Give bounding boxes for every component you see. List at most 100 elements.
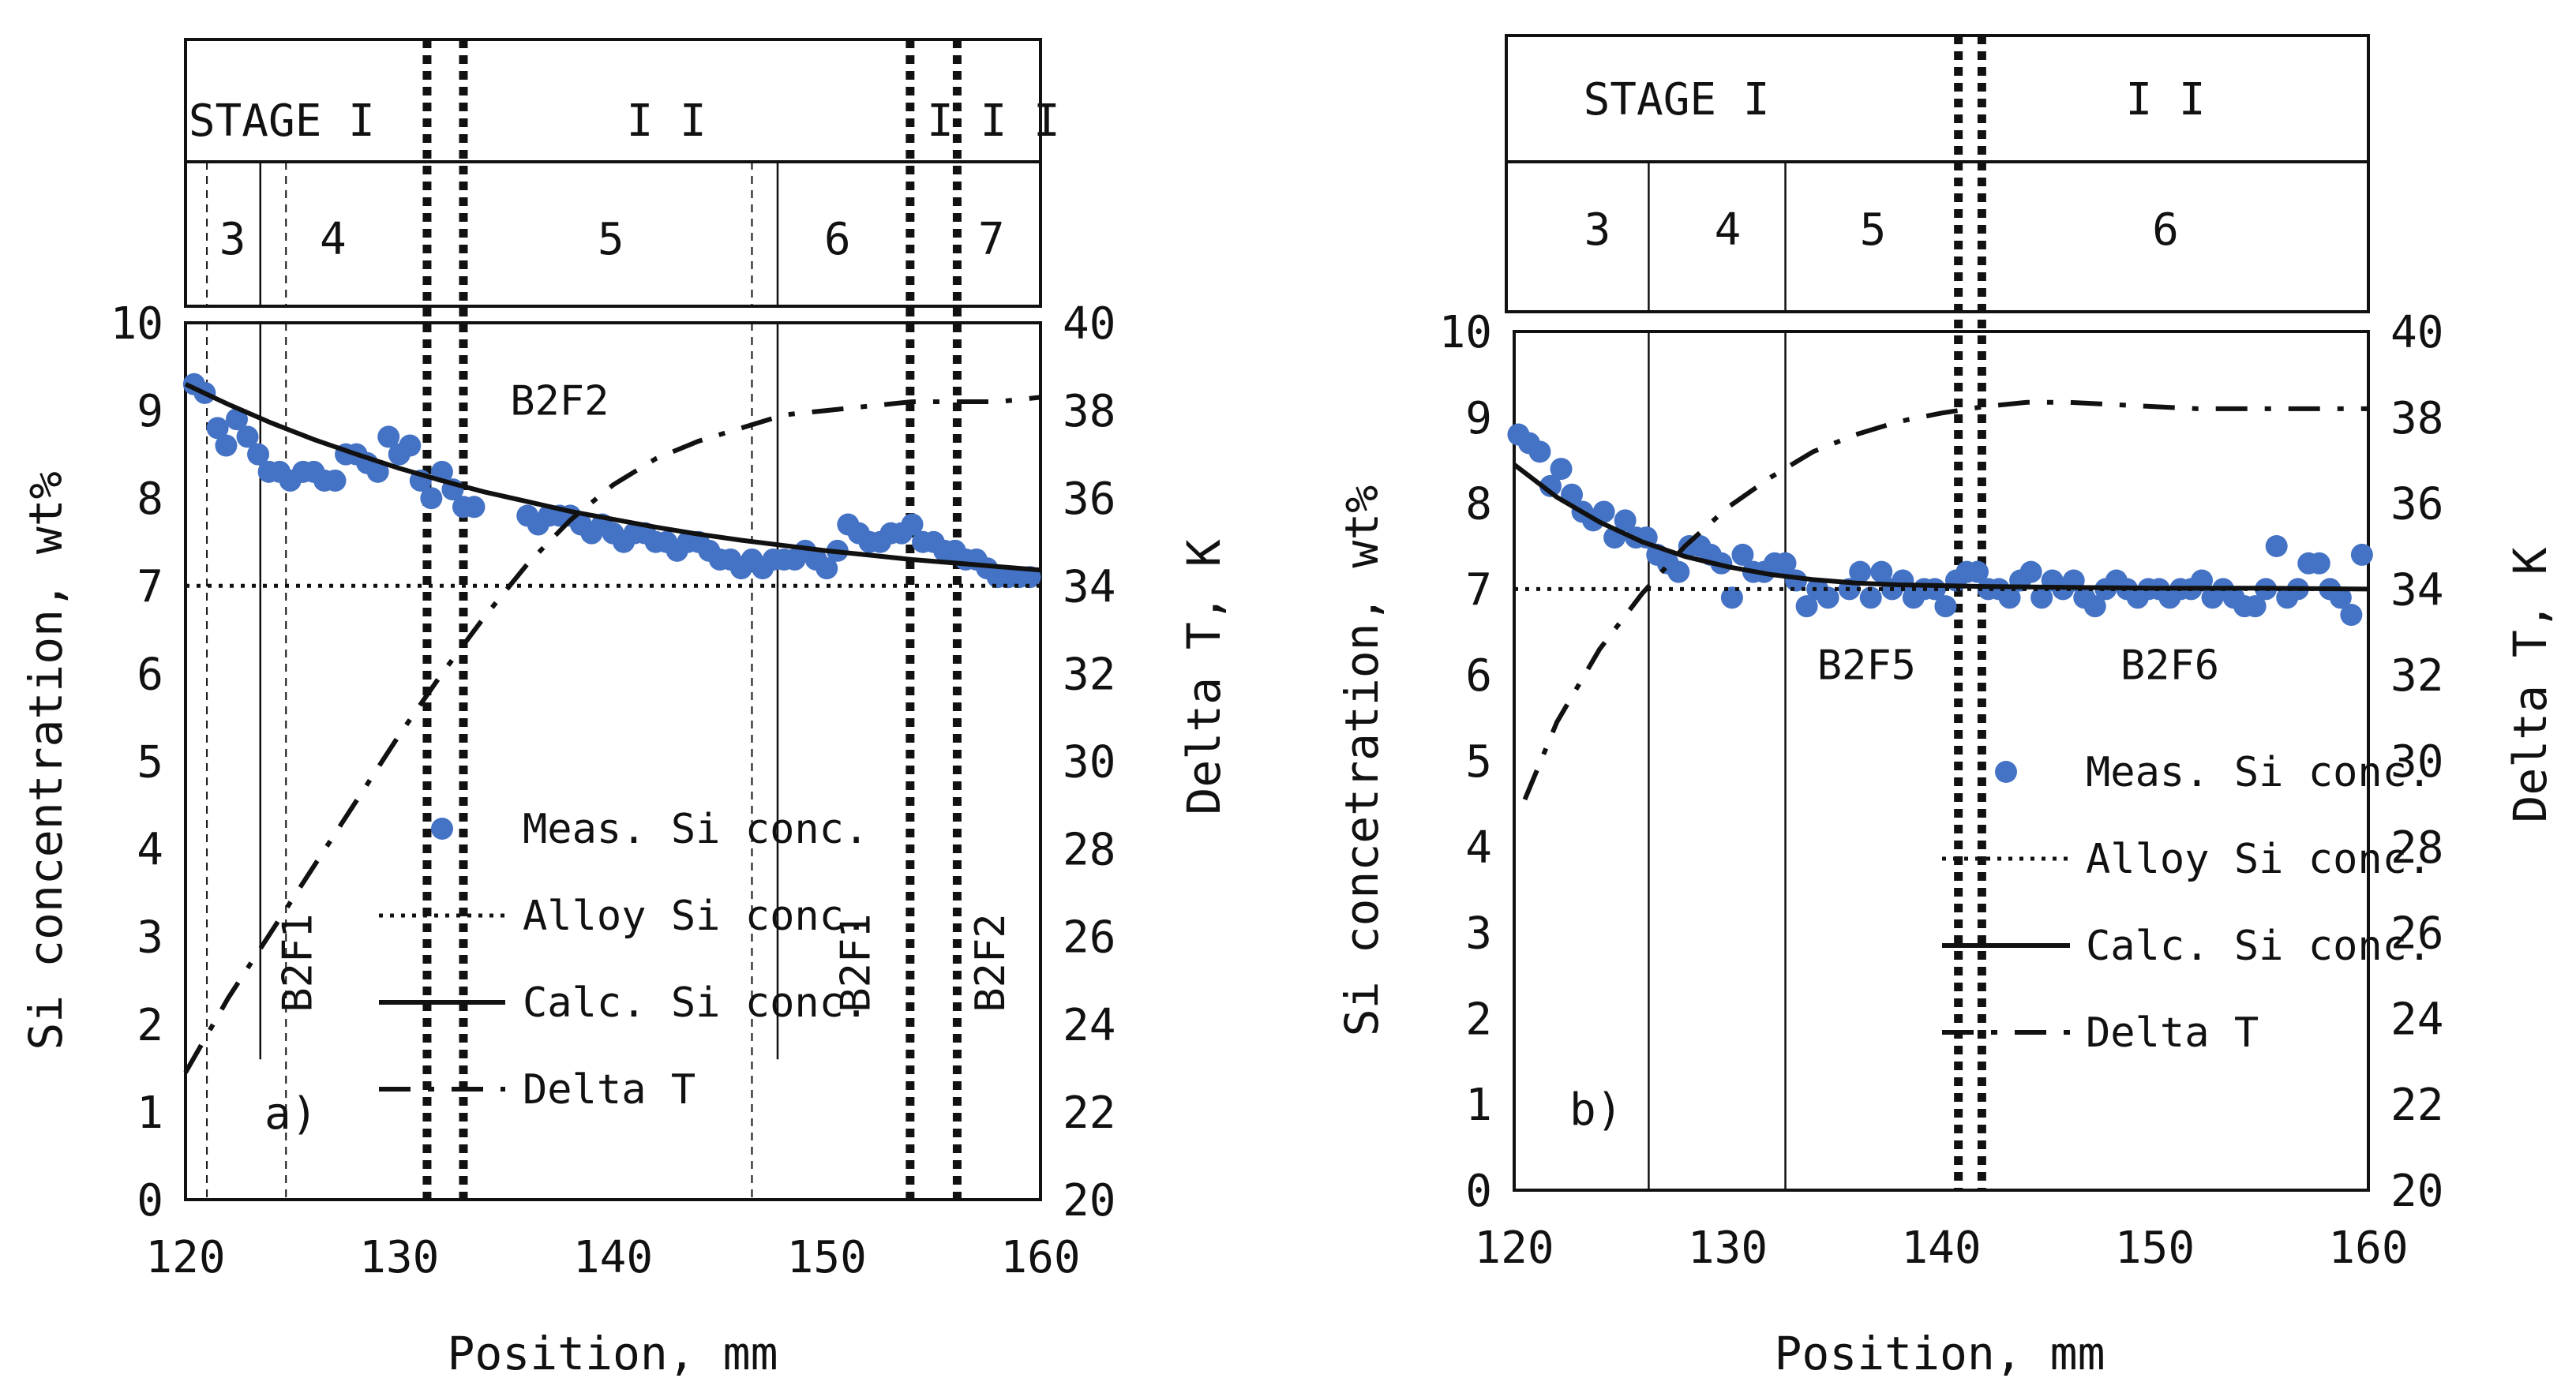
legend-label: Delta T bbox=[2086, 1009, 2259, 1057]
data-point-meas-si bbox=[1934, 595, 1957, 618]
data-point-meas-si bbox=[1720, 586, 1743, 609]
y2-tick-label: 38 bbox=[1063, 386, 1116, 437]
y-tick-label: 1 bbox=[1465, 1080, 1492, 1131]
stage-header-box bbox=[1505, 34, 2370, 313]
data-point-meas-si bbox=[225, 408, 248, 431]
region-label: B2F1 bbox=[832, 913, 879, 1012]
data-point-meas-si bbox=[377, 425, 400, 448]
y-tick-label: 0 bbox=[1465, 1166, 1492, 1217]
zone-label: 6 bbox=[824, 214, 851, 265]
y-tick-label: 5 bbox=[1465, 736, 1492, 788]
x-tick-label: 150 bbox=[787, 1232, 867, 1283]
legend-label: Meas. Si conc. bbox=[523, 806, 868, 853]
data-point-meas-si bbox=[2019, 560, 2042, 583]
y-tick-label: 8 bbox=[1465, 479, 1492, 530]
stage-label: I I I bbox=[927, 95, 1060, 147]
zone-label: 4 bbox=[320, 214, 347, 265]
stage-label: I I bbox=[2125, 74, 2205, 125]
legend-label: Meas. Si conc. bbox=[2086, 749, 2432, 796]
legend-label: Alloy Si conc. bbox=[523, 893, 868, 940]
y-tick-label: 6 bbox=[1465, 650, 1492, 702]
y2-tick-label: 30 bbox=[1063, 737, 1116, 788]
legend: Meas. Si conc. Alloy Si conc. Calc. Si con… bbox=[379, 806, 868, 1114]
y2-tick-label: 32 bbox=[1063, 649, 1116, 700]
y-tick-label: 10 bbox=[1439, 307, 1492, 358]
data-point-meas-si bbox=[236, 425, 259, 448]
y2-tick-label: 36 bbox=[2390, 479, 2443, 530]
data-point-meas-si bbox=[1859, 586, 1882, 609]
data-point-meas-si bbox=[463, 496, 486, 519]
data-point-meas-si bbox=[366, 460, 389, 483]
y2-tick-label: 40 bbox=[2390, 307, 2443, 358]
legend: Meas. Si conc. Alloy Si conc. Calc. Si con… bbox=[1942, 749, 2432, 1057]
data-point-meas-si bbox=[1592, 500, 1615, 523]
data-point-meas-si bbox=[420, 487, 443, 510]
delta-t-line bbox=[183, 395, 1041, 1074]
y-tick-label: 3 bbox=[1465, 908, 1492, 960]
y2-tick-label: 26 bbox=[2390, 908, 2443, 960]
region-label: B2F5 bbox=[1817, 642, 1916, 690]
plot-area-frame bbox=[184, 321, 1042, 1201]
legend-label: Calc. Si conc. bbox=[2086, 923, 2432, 970]
delta-t-line bbox=[1522, 399, 2368, 801]
y2-tick-label: 36 bbox=[1063, 474, 1116, 525]
data-point-meas-si bbox=[901, 513, 924, 536]
region-label: B2F2 bbox=[967, 913, 1014, 1012]
legend-label: Alloy Si conc. bbox=[2086, 836, 2432, 883]
data-point-meas-si bbox=[2308, 552, 2330, 575]
data-point-meas-si bbox=[1849, 560, 1872, 583]
data-point-meas-si bbox=[206, 417, 229, 440]
y-tick-label: 9 bbox=[1465, 393, 1492, 444]
x-tick-label: 160 bbox=[2328, 1223, 2408, 1274]
y2-tick-label: 20 bbox=[1063, 1175, 1116, 1226]
region-label: B2F6 bbox=[2120, 642, 2219, 690]
data-point-meas-si bbox=[2329, 586, 2352, 609]
data-point-meas-si bbox=[215, 434, 238, 457]
region-label: B2F2 bbox=[510, 378, 609, 425]
data-point-meas-si bbox=[1870, 560, 1893, 583]
data-point-meas-si bbox=[2083, 595, 2106, 618]
y2-tick-label: 34 bbox=[2390, 564, 2443, 616]
y-tick-label: 2 bbox=[137, 1000, 163, 1051]
x-axis-title: Position, mm bbox=[1774, 1327, 2105, 1380]
stage-header-box bbox=[184, 38, 1042, 308]
y-tick-label: 1 bbox=[137, 1088, 163, 1139]
y2-tick-label: 30 bbox=[2390, 736, 2443, 788]
y-tick-label: 2 bbox=[1465, 994, 1492, 1045]
legend-marker-meas-si bbox=[1995, 761, 2017, 783]
x-tick-label: 160 bbox=[1000, 1232, 1080, 1283]
y-tick-label: 10 bbox=[111, 298, 163, 350]
data-point-meas-si bbox=[1667, 560, 1690, 583]
zone-label: 3 bbox=[1584, 204, 1611, 256]
zone-label: 3 bbox=[219, 214, 246, 265]
data-point-meas-si bbox=[399, 434, 422, 457]
stage-label: STAGE I bbox=[1584, 74, 1770, 125]
data-point-meas-si bbox=[1966, 560, 1989, 583]
y2-axis-title: Delta T, K bbox=[1177, 539, 1231, 814]
data-point-meas-si bbox=[1795, 595, 1818, 618]
calc-si-line bbox=[1513, 462, 2369, 592]
y-tick-label: 4 bbox=[1465, 822, 1492, 874]
legend-label: Delta T bbox=[523, 1066, 696, 1114]
data-point-meas-si bbox=[247, 443, 270, 466]
stage-label: I I bbox=[627, 95, 707, 147]
plot-area-frame bbox=[1513, 330, 2370, 1192]
zone-label: 6 bbox=[2152, 204, 2179, 256]
region-label: B2F1 bbox=[275, 913, 322, 1012]
data-point-meas-si bbox=[1998, 586, 2021, 609]
data-point-meas-si bbox=[1539, 474, 1562, 497]
x-tick-label: 150 bbox=[2115, 1223, 2195, 1274]
y2-tick-label: 34 bbox=[1063, 561, 1116, 612]
y2-tick-label: 24 bbox=[2390, 994, 2443, 1045]
x-axis-title: Position, mm bbox=[447, 1327, 778, 1380]
y2-tick-label: 32 bbox=[2390, 650, 2443, 702]
y2-tick-label: 22 bbox=[1063, 1088, 1116, 1139]
y2-tick-label: 28 bbox=[1063, 825, 1116, 876]
y-tick-label: 4 bbox=[137, 825, 163, 876]
y2-tick-label: 24 bbox=[1063, 1000, 1116, 1051]
y-tick-label: 7 bbox=[1465, 564, 1492, 616]
y2-tick-label: 38 bbox=[2390, 393, 2443, 444]
x-tick-label: 120 bbox=[145, 1232, 225, 1283]
y-tick-label: 5 bbox=[137, 737, 163, 788]
